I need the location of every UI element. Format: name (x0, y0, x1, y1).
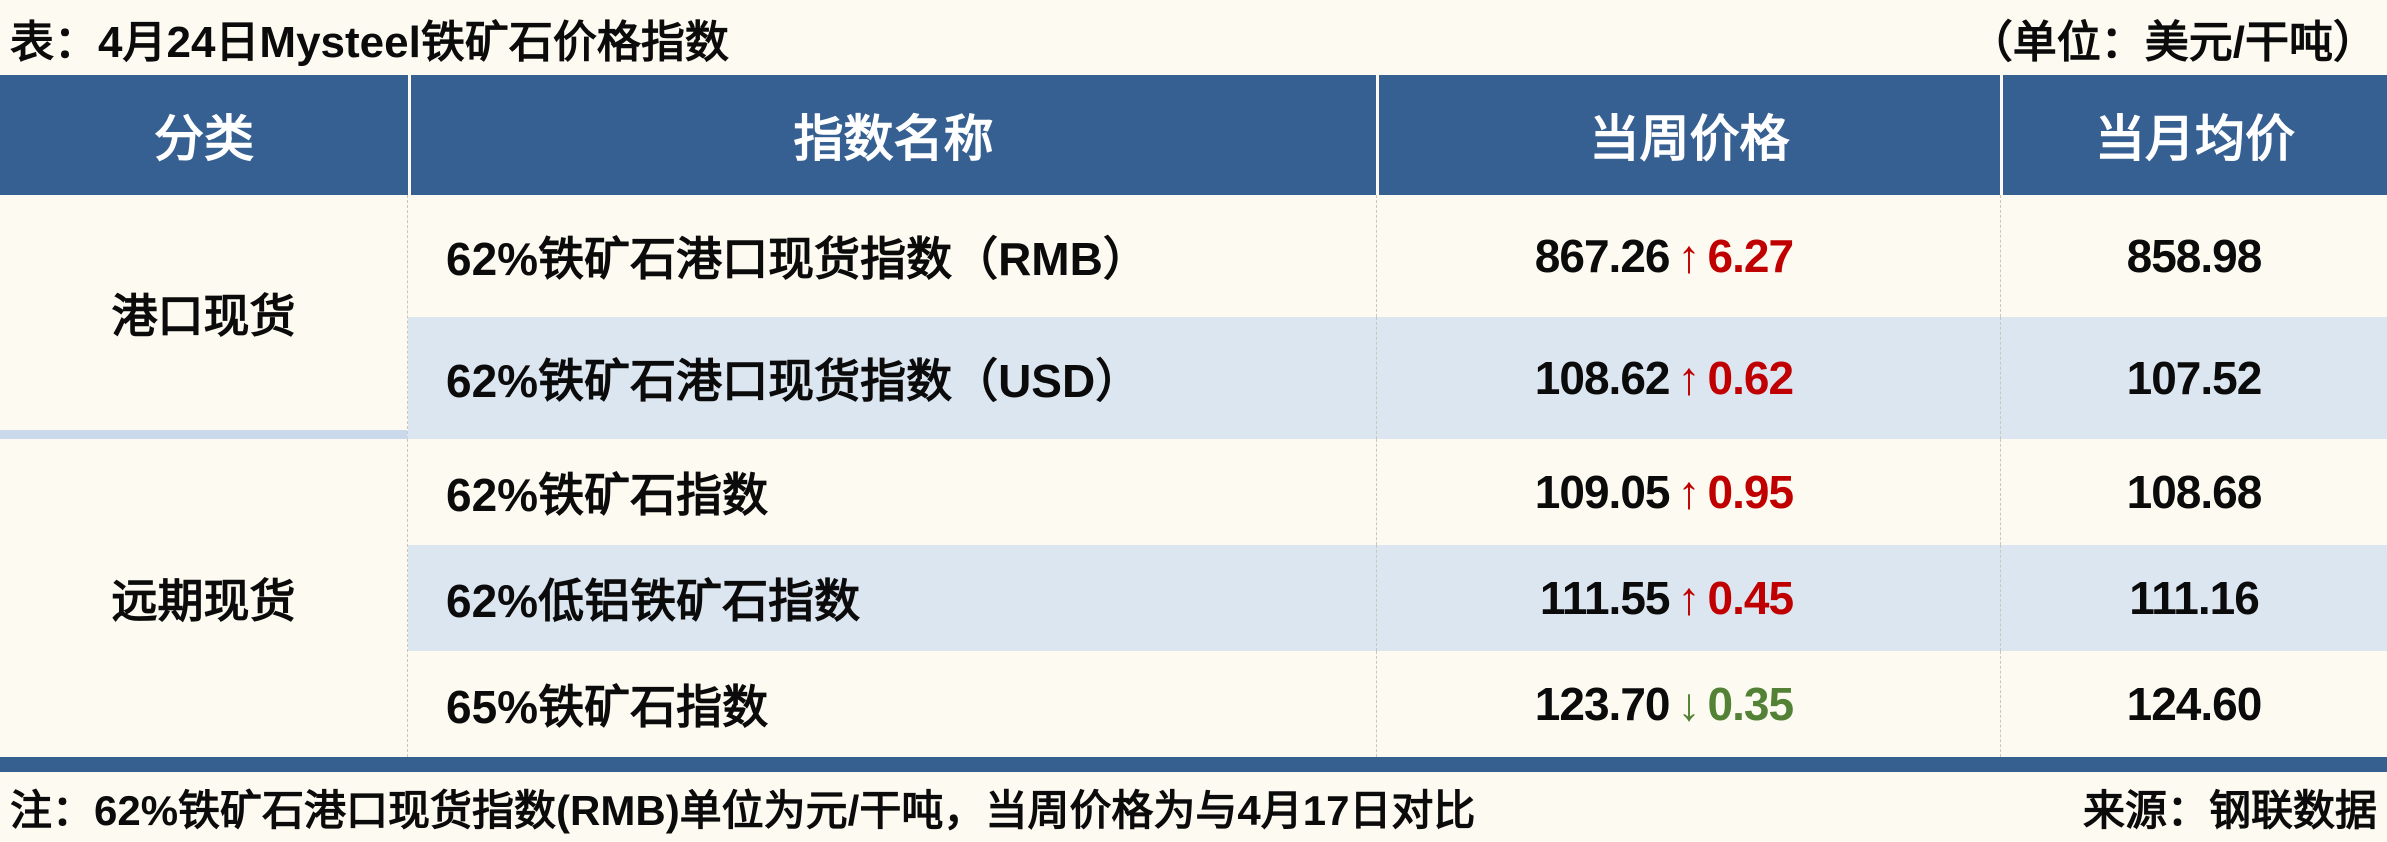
footer-bar: 注：62%铁矿石港口现货指数(RMB)单位为元/干吨，当周价格为与4月17日对比… (0, 772, 2387, 842)
month-avg-cell: 111.16 (2000, 545, 2387, 651)
footnote: 注：62%铁矿石港口现货指数(RMB)单位为元/干吨，当周价格为与4月17日对比 (10, 786, 1476, 834)
price-value: 108.62 (1534, 352, 1671, 404)
title-bar: 表：4月24日Mysteel铁矿石价格指数 （单位：美元/干吨） (0, 0, 2387, 75)
index-name-cell: 62%铁矿石指数 (446, 469, 769, 521)
up-arrow-icon: ↑ (1677, 572, 1701, 624)
index-name-cell: 65%铁矿石指数 (446, 681, 769, 733)
month-avg-cell: 858.98 (2000, 195, 2387, 317)
month-avg-cell: 108.68 (2000, 439, 2387, 545)
price-value: 111.55 (1539, 572, 1671, 624)
price-value: 867.26 (1534, 230, 1671, 282)
index-name-cell: 62%低铝铁矿石指数 (408, 545, 1376, 651)
week-price-cell: 867.26 ↑ 6.27 (1376, 195, 2000, 317)
price-change: 0.45 (1707, 572, 1795, 624)
month-avg-cell: 107.52 (2000, 317, 2387, 439)
table-bottom-bar (0, 757, 2387, 772)
up-arrow-icon: ↑ (1677, 230, 1701, 282)
week-price-cell: 111.55 ↑ 0.45 (1376, 545, 2000, 651)
data-source: 来源：钢联数据 (2082, 786, 2377, 834)
index-name-cell: 62%铁矿石港口现货指数（USD） (408, 317, 1376, 439)
price-value: 109.05 (1534, 466, 1671, 518)
header-month-avg: 当月均价 (2000, 75, 2387, 195)
price-change: 0.95 (1707, 466, 1795, 518)
up-arrow-icon: ↑ (1677, 466, 1701, 518)
header-category: 分类 (154, 111, 254, 167)
price-change: 0.62 (1707, 352, 1795, 404)
category-cell-seaborne: 远期现货 (0, 439, 408, 757)
up-arrow-icon: ↑ (1677, 352, 1701, 404)
index-name-cell: 62%铁矿石港口现货指数（RMB） (446, 233, 1149, 285)
page-title: 表：4月24日Mysteel铁矿石价格指数 (10, 17, 729, 67)
header-week-price: 当周价格 (1376, 75, 2000, 195)
price-value: 123.70 (1534, 678, 1671, 730)
header-index-name: 指数名称 (408, 75, 1376, 195)
table-body: 港口现货 远期现货 62%铁矿石港口现货指数（RMB） 867.26 ↑ 6.2… (0, 195, 2387, 757)
week-price-cell: 108.62 ↑ 0.62 (1376, 317, 2000, 439)
price-change: 0.35 (1707, 678, 1795, 730)
down-arrow-icon: ↓ (1677, 678, 1701, 730)
week-price-cell: 123.70 ↓ 0.35 (1376, 651, 2000, 757)
category-cell-port-spot: 港口现货 (0, 195, 408, 439)
price-change: 6.27 (1707, 230, 1795, 282)
table-header: 分类 指数名称 当周价格 当月均价 (0, 75, 2387, 195)
unit-label: （单位：美元/干吨） (1968, 17, 2377, 67)
month-avg-cell: 124.60 (2000, 651, 2387, 757)
week-price-cell: 109.05 ↑ 0.95 (1376, 439, 2000, 545)
